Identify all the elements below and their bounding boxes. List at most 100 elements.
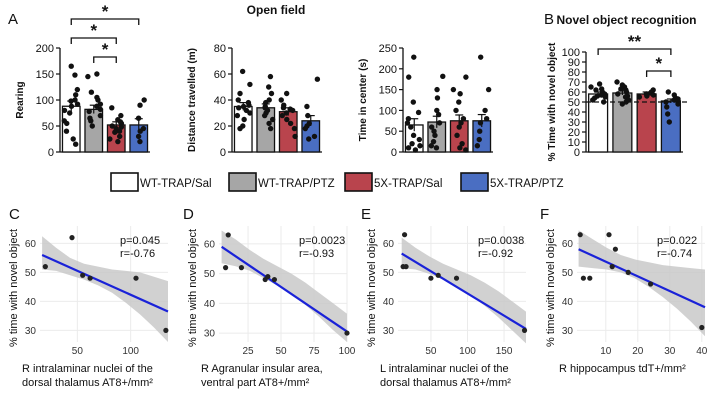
x-tick-label: 100 (339, 346, 356, 357)
data-point (237, 125, 243, 132)
data-point (239, 68, 246, 75)
data-point (278, 97, 284, 103)
data-point (410, 132, 417, 139)
y-axis-label: % time with novel object (8, 229, 20, 347)
y-tick-label: 50 (25, 268, 37, 279)
y-tick-label: 40 (214, 95, 226, 107)
data-point (412, 147, 419, 153)
data-point (665, 89, 672, 95)
data-point (477, 120, 484, 126)
y-tick-label: 150 (379, 85, 397, 97)
data-point (68, 98, 74, 104)
x-axis-label: dorsal thalamus AT8+/mm² (380, 377, 511, 389)
x-tick-label: 50 (425, 346, 437, 357)
data-point (590, 97, 596, 103)
y-tick-label: 150 (36, 69, 54, 81)
data-point (485, 86, 492, 93)
data-point (64, 120, 70, 127)
data-point (602, 94, 608, 100)
y-axis-label: % Time with novel object (547, 42, 558, 161)
y-tick-label: 30 (383, 326, 395, 337)
y-tick-label: 50 (568, 97, 580, 109)
data-point (240, 103, 247, 110)
data-point (118, 124, 125, 130)
significance-bracket (597, 48, 672, 55)
data-point (463, 74, 469, 80)
data-point (476, 136, 482, 143)
data-point (435, 111, 442, 118)
y-tick-label: 10 (568, 137, 580, 149)
data-point (279, 112, 285, 119)
data-point (234, 112, 241, 119)
y-axis-label: Time in center (s) (358, 59, 369, 142)
data-point (306, 136, 312, 142)
data-point (408, 124, 414, 130)
data-point (287, 120, 294, 127)
data-point (428, 143, 435, 149)
data-point (457, 91, 463, 97)
data-point (266, 120, 272, 127)
legend: WT-TRAP/Sal WT-TRAP/PTZ 5X-TRAP/Sal 5X-TRAP… (110, 172, 563, 192)
legend-label-3: 5X-TRAP/PTZ (490, 178, 563, 190)
data-point (95, 97, 101, 103)
data-point (292, 133, 298, 140)
y-tick-label: 40 (204, 299, 216, 310)
data-point (74, 86, 81, 93)
data-point (415, 109, 422, 116)
y-tick-label: 50 (42, 121, 54, 133)
y-axis-label: Distance travelled (m) (187, 48, 198, 152)
data-point (115, 138, 121, 145)
data-point (72, 97, 78, 103)
data-point (314, 76, 321, 82)
data-point (699, 324, 705, 331)
data-point (482, 107, 488, 114)
regression-line (221, 245, 348, 333)
y-tick-label: 0 (220, 147, 226, 159)
data-point (109, 105, 115, 111)
y-tick-label: 0 (574, 147, 580, 159)
y-tick-label: 40 (568, 107, 580, 119)
x-tick-label: 10 (600, 346, 612, 357)
data-point (477, 54, 484, 60)
data-point (247, 110, 253, 116)
data-point (311, 133, 318, 140)
r-value: r=-0.74 (657, 248, 692, 260)
y-axis-label: % time with novel object (187, 229, 199, 347)
data-point (118, 112, 124, 119)
data-point (85, 73, 91, 80)
data-point (435, 272, 441, 278)
data-point (401, 232, 408, 238)
data-point (433, 145, 440, 151)
data-point (97, 106, 104, 113)
data-point (237, 90, 243, 97)
x-tick-label: 100 (459, 346, 476, 357)
chart-a1: A 0 50 100 150 200 Rearing * * * (8, 2, 150, 159)
r-value: r=-0.76 (120, 248, 155, 260)
y-tick-label: 40 (25, 297, 37, 308)
data-point (116, 133, 123, 140)
p-value: p=0.045 (120, 235, 160, 247)
y-tick-label: 40 (383, 297, 395, 308)
data-point (483, 116, 490, 122)
y-tick-label: 50 (383, 268, 395, 279)
data-point (436, 120, 443, 126)
data-point (66, 110, 73, 116)
data-point (459, 140, 465, 147)
data-point (644, 93, 650, 99)
data-point (89, 123, 95, 129)
data-point (305, 112, 311, 119)
chart-b: B Novel object recognition 010203040506070… (544, 11, 697, 161)
data-point (404, 120, 411, 126)
y-tick-label: 50 (562, 268, 574, 279)
panel-label-d: D (183, 206, 194, 223)
regression-line (41, 253, 169, 313)
data-point (474, 143, 481, 149)
data-point (263, 99, 269, 106)
data-point (405, 145, 412, 151)
data-point (267, 73, 274, 80)
data-point (163, 327, 169, 333)
panel-label-a: A (8, 11, 18, 28)
y-tick-label: 100 (36, 95, 54, 107)
data-point (246, 102, 252, 108)
